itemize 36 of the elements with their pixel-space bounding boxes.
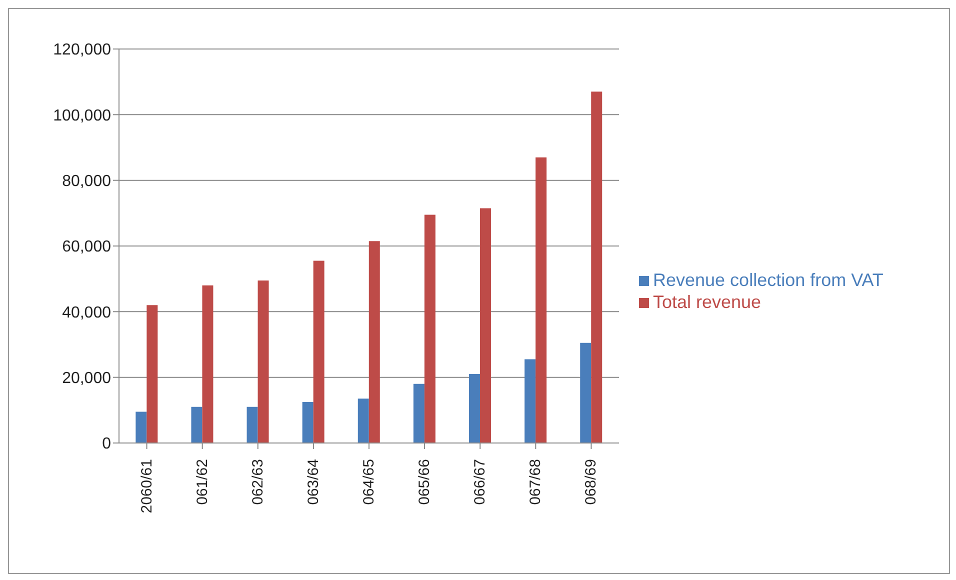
x-tick-label: 065/66	[416, 459, 434, 505]
y-tick-label: 20,000	[62, 370, 112, 388]
x-tick-label: 064/65	[360, 459, 378, 505]
bar	[302, 402, 314, 443]
x-tick-label: 066/67	[472, 459, 489, 505]
y-tick-label: 120,000	[53, 42, 112, 59]
y-tick-label: 100,000	[53, 107, 112, 124]
y-tick-label: 40,000	[62, 304, 112, 322]
y-tick-label: 80,000	[62, 173, 112, 190]
bar	[469, 374, 480, 443]
x-tick-label: 061/62	[194, 459, 211, 505]
bar	[146, 305, 158, 443]
bar	[424, 214, 436, 443]
bar	[480, 208, 491, 443]
bar	[591, 92, 602, 443]
bar	[413, 384, 424, 443]
bar	[191, 406, 202, 443]
legend-label: Revenue collection from VAT	[653, 270, 884, 290]
bar	[536, 157, 547, 443]
y-tick-label: 60,000	[62, 238, 112, 256]
x-tick-label: 067/68	[527, 459, 544, 505]
bar	[258, 280, 269, 443]
x-tick-label: 063/64	[304, 459, 322, 505]
x-tick-label: 068/69	[582, 459, 600, 505]
bar	[368, 241, 380, 443]
bar	[202, 285, 214, 443]
bar	[246, 406, 258, 443]
x-tick-label: 2060/61	[138, 459, 156, 514]
bar	[580, 342, 592, 443]
x-tick-label: 062/63	[249, 459, 266, 505]
legend-label: Total revenue	[653, 292, 762, 312]
bar	[136, 412, 147, 443]
bar	[313, 260, 324, 443]
bar	[358, 398, 369, 443]
y-tick-label: 0	[102, 436, 112, 453]
bar	[524, 359, 536, 443]
